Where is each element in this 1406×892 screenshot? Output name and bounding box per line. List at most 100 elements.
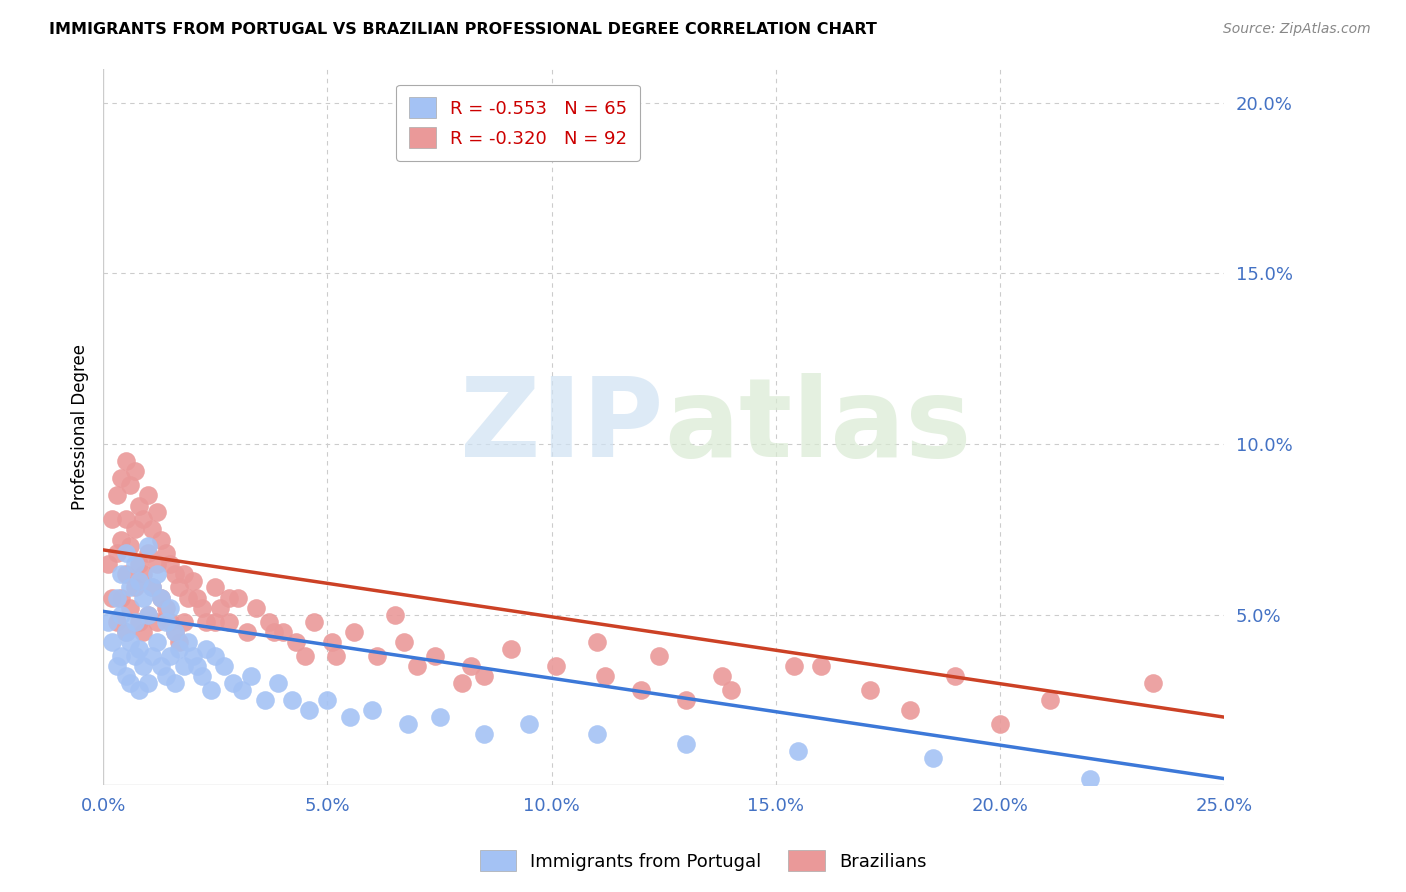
Point: [163, 624, 186, 639]
Point: [114, 512, 136, 526]
Point: [423, 648, 446, 663]
Point: [146, 615, 169, 629]
Point: [132, 566, 155, 581]
Point: [585, 727, 607, 741]
Point: [1142, 676, 1164, 690]
Point: [212, 659, 235, 673]
Point: [406, 659, 429, 673]
Point: [783, 659, 806, 673]
Point: [988, 717, 1011, 731]
Point: [325, 648, 347, 663]
Point: [253, 693, 276, 707]
Point: [128, 615, 150, 629]
Point: [1038, 693, 1060, 707]
Point: [110, 591, 132, 605]
Point: [114, 454, 136, 468]
Point: [159, 601, 181, 615]
Point: [136, 540, 159, 554]
Point: [124, 581, 146, 595]
Point: [155, 615, 177, 629]
Point: [943, 669, 966, 683]
Point: [294, 648, 316, 663]
Point: [245, 601, 267, 615]
Point: [235, 624, 257, 639]
Point: [105, 591, 128, 605]
Point: [257, 615, 280, 629]
Point: [114, 669, 136, 683]
Point: [105, 659, 128, 673]
Point: [271, 624, 294, 639]
Text: Source: ZipAtlas.com: Source: ZipAtlas.com: [1223, 22, 1371, 37]
Point: [460, 659, 482, 673]
Point: [218, 591, 240, 605]
Point: [302, 615, 325, 629]
Point: [177, 591, 200, 605]
Point: [132, 624, 155, 639]
Point: [114, 624, 136, 639]
Point: [132, 512, 155, 526]
Point: [101, 591, 124, 605]
Point: [195, 615, 218, 629]
Point: [585, 635, 607, 649]
Point: [146, 566, 169, 581]
Point: [231, 682, 253, 697]
Point: [159, 648, 181, 663]
Point: [114, 624, 136, 639]
Point: [114, 546, 136, 560]
Point: [136, 488, 159, 502]
Point: [810, 659, 832, 673]
Point: [186, 659, 208, 673]
Point: [136, 607, 159, 622]
Point: [114, 566, 136, 581]
Legend: R = -0.553   N = 65, R = -0.320   N = 92: R = -0.553 N = 65, R = -0.320 N = 92: [396, 85, 640, 161]
Point: [720, 682, 742, 697]
Point: [136, 546, 159, 560]
Point: [546, 659, 568, 673]
Point: [150, 591, 173, 605]
Point: [118, 581, 141, 595]
Point: [110, 607, 132, 622]
Point: [150, 659, 173, 673]
Point: [105, 546, 128, 560]
Point: [136, 607, 159, 622]
Point: [118, 478, 141, 492]
Point: [128, 557, 150, 571]
Point: [173, 566, 195, 581]
Point: [128, 574, 150, 588]
Point: [392, 635, 415, 649]
Point: [316, 693, 339, 707]
Point: [501, 641, 523, 656]
Point: [298, 703, 321, 717]
Point: [675, 693, 697, 707]
Point: [474, 669, 496, 683]
Point: [132, 659, 155, 673]
Point: [124, 523, 146, 537]
Point: [474, 727, 496, 741]
Point: [146, 557, 169, 571]
Point: [922, 751, 945, 765]
Point: [128, 641, 150, 656]
Point: [150, 591, 173, 605]
Point: [118, 540, 141, 554]
Point: [141, 581, 163, 595]
Text: IMMIGRANTS FROM PORTUGAL VS BRAZILIAN PROFESSIONAL DEGREE CORRELATION CHART: IMMIGRANTS FROM PORTUGAL VS BRAZILIAN PR…: [49, 22, 877, 37]
Point: [163, 676, 186, 690]
Point: [711, 669, 734, 683]
Point: [240, 669, 263, 683]
Point: [163, 566, 186, 581]
Point: [204, 615, 226, 629]
Point: [150, 533, 173, 547]
Point: [1078, 772, 1101, 786]
Point: [429, 710, 451, 724]
Point: [110, 471, 132, 485]
Legend: Immigrants from Portugal, Brazilians: Immigrants from Portugal, Brazilians: [472, 843, 934, 879]
Point: [191, 669, 214, 683]
Point: [173, 615, 195, 629]
Point: [195, 641, 218, 656]
Point: [128, 499, 150, 513]
Point: [155, 669, 177, 683]
Point: [169, 635, 191, 649]
Point: [675, 738, 697, 752]
Point: [285, 635, 308, 649]
Point: [787, 744, 810, 758]
